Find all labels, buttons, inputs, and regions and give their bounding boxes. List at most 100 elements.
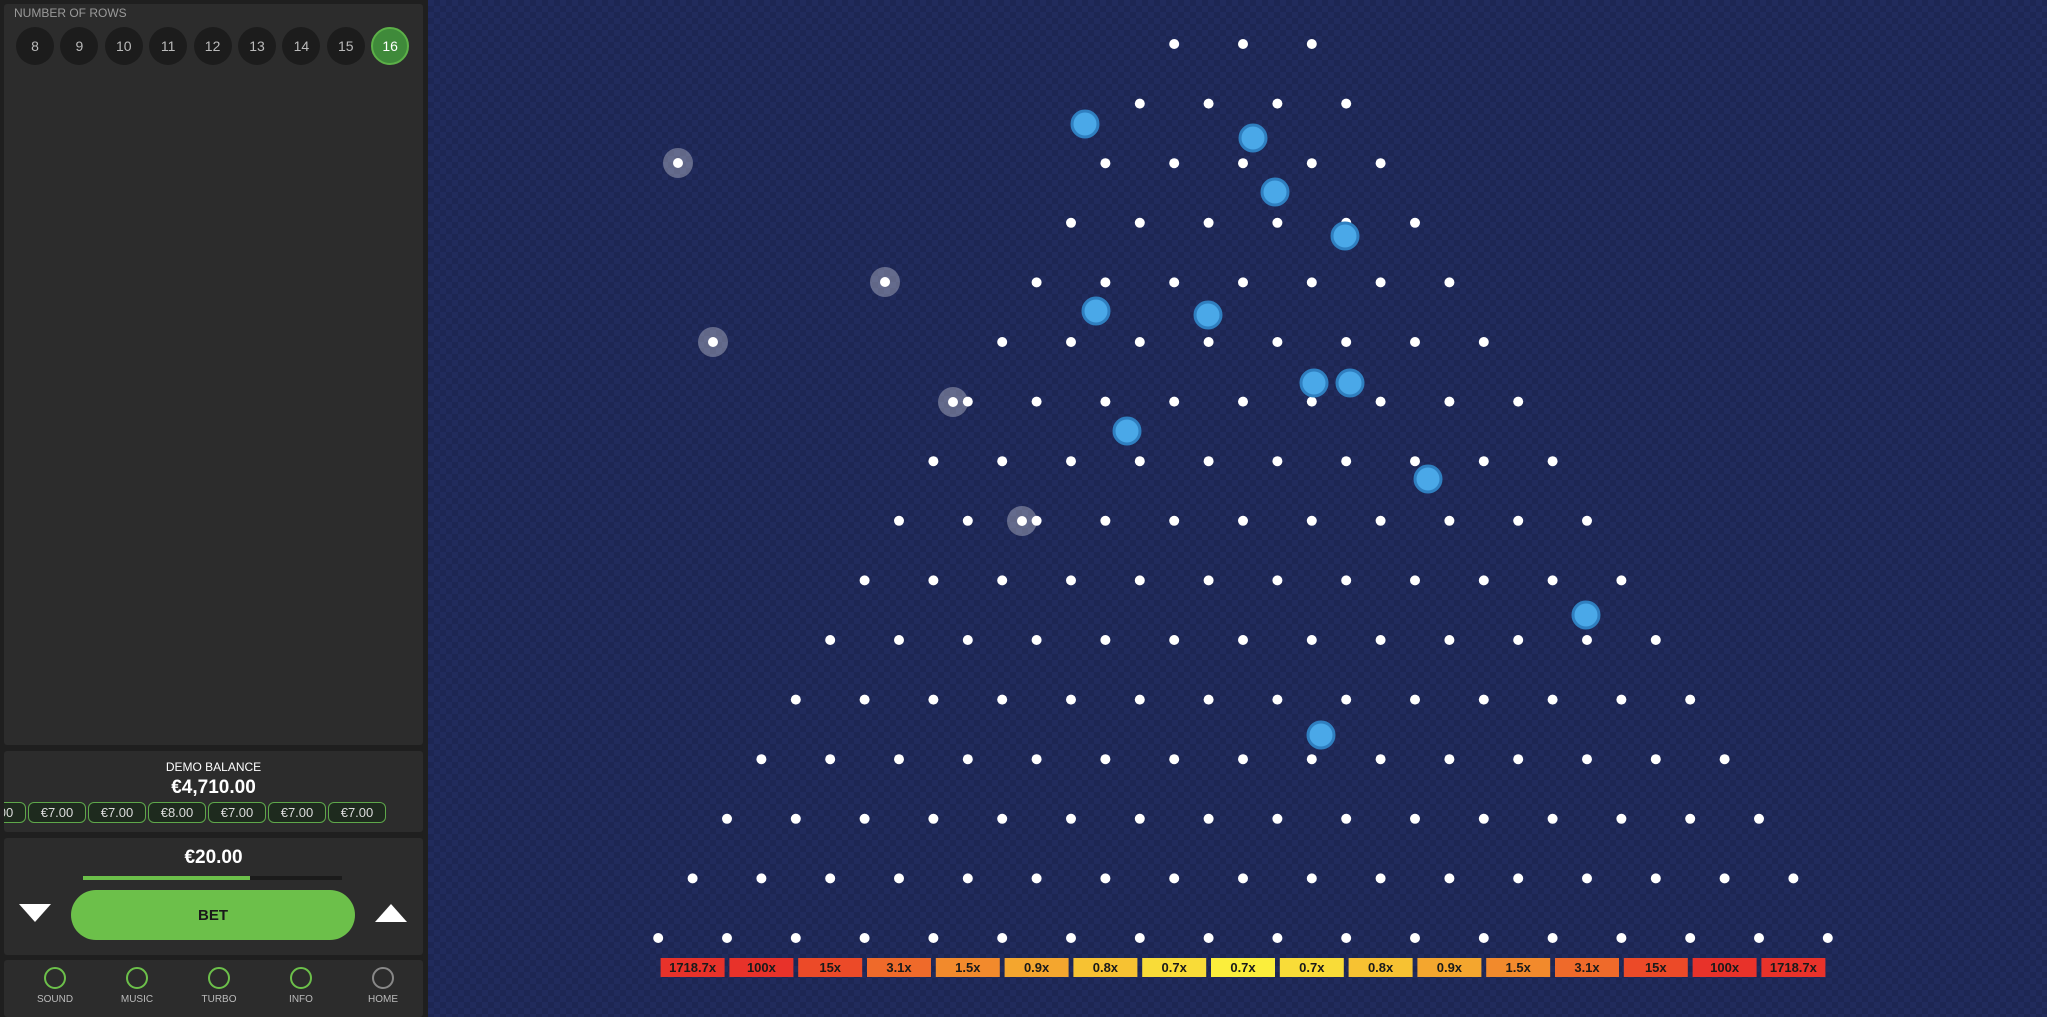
- multiplier-label: 0.9x: [1024, 960, 1050, 975]
- peg: [1478, 575, 1489, 586]
- peg: [1272, 813, 1283, 824]
- peg: [859, 694, 870, 705]
- footer-item[interactable]: TURBO: [184, 967, 254, 1005]
- footer-label: SOUND: [36, 994, 74, 1005]
- multiplier-label: 1718.7x: [1770, 960, 1818, 975]
- multiplier-label: 15x: [819, 960, 841, 975]
- peg: [825, 635, 836, 645]
- bet-chip: €7.00: [28, 802, 86, 823]
- peg: [1238, 515, 1248, 526]
- bet-chip: €7.00: [268, 802, 326, 823]
- peg: [1513, 873, 1524, 884]
- ball: [1571, 600, 1601, 630]
- row-option[interactable]: 11: [149, 27, 188, 65]
- peg: [825, 754, 836, 765]
- ball: [1413, 464, 1443, 494]
- footer-label: HOME: [368, 994, 398, 1005]
- footer-item[interactable]: SOUND: [20, 967, 90, 1005]
- multiplier-label: 15x: [1645, 960, 1667, 975]
- board-background: [428, 0, 2047, 1017]
- peg: [1685, 933, 1696, 943]
- peg: [1169, 635, 1180, 645]
- peg: [948, 397, 958, 407]
- control-panel: NUMBER OF ROWS DEMO BALANCE €4,710.00 €7…: [0, 0, 428, 1017]
- peg: [894, 635, 904, 645]
- increase-button[interactable]: [375, 904, 407, 922]
- peg: [1100, 635, 1111, 645]
- peg: [1203, 694, 1214, 705]
- multiplier-label: 3.1x: [1574, 960, 1600, 975]
- footer-label: INFO: [289, 994, 313, 1005]
- rows-panel: [4, 4, 423, 745]
- bet-button[interactable]: BET: [71, 890, 355, 940]
- peg: [1203, 813, 1214, 824]
- peg: [1169, 158, 1180, 169]
- peg: [1375, 754, 1386, 765]
- peg: [928, 933, 939, 943]
- multiplier-slot: [1417, 958, 1482, 977]
- peg: [1031, 635, 1042, 645]
- peg: [928, 813, 939, 824]
- peg: [1306, 39, 1317, 49]
- row-option[interactable]: 16: [371, 27, 410, 65]
- row-option[interactable]: 8: [16, 27, 54, 65]
- ball: [1238, 123, 1268, 153]
- peg: [756, 754, 767, 765]
- bet-slider[interactable]: [83, 876, 342, 880]
- peg: [1306, 754, 1317, 765]
- peg: [859, 933, 870, 943]
- peg: [1375, 277, 1386, 288]
- footer-item[interactable]: INFO: [266, 967, 336, 1005]
- peg: [1134, 575, 1145, 586]
- peg: [1513, 515, 1524, 526]
- peg: [1100, 873, 1111, 884]
- peg: [1272, 98, 1283, 109]
- footer-label: MUSIC: [120, 994, 154, 1005]
- peg: [997, 456, 1008, 467]
- peg: [1341, 98, 1352, 109]
- footer-icon: [44, 967, 66, 989]
- peg: [859, 813, 870, 824]
- peg: [1444, 635, 1455, 645]
- peg: [1203, 98, 1214, 109]
- multiplier-label: 0.8x: [1368, 960, 1394, 975]
- peg: [1134, 337, 1145, 347]
- row-option[interactable]: 9: [60, 27, 99, 65]
- multiplier-label: 1718.7x: [669, 960, 717, 975]
- peg: [1650, 635, 1661, 645]
- peg: [1100, 515, 1111, 526]
- multiplier-slot: [1623, 958, 1688, 977]
- peg: [1341, 694, 1352, 705]
- peg: [1238, 754, 1248, 765]
- row-option[interactable]: 15: [326, 27, 365, 65]
- peg: [1478, 933, 1489, 943]
- multiplier-slot: [935, 958, 1000, 977]
- peg: [1650, 754, 1661, 765]
- row-option[interactable]: 10: [104, 27, 143, 65]
- peg: [1341, 575, 1352, 586]
- peg: [1134, 456, 1145, 467]
- peg: [1410, 694, 1420, 705]
- peg: [722, 933, 732, 943]
- footer-label: TURBO: [201, 994, 237, 1005]
- footer-item[interactable]: HOME: [348, 967, 418, 1005]
- footer-icon: [208, 967, 230, 989]
- footer-item[interactable]: MUSIC: [102, 967, 172, 1005]
- peg: [997, 575, 1008, 586]
- row-option[interactable]: 13: [238, 27, 276, 65]
- peg: [1513, 754, 1524, 765]
- row-option[interactable]: 12: [193, 27, 232, 65]
- peg: [1238, 39, 1248, 49]
- row-option[interactable]: 14: [282, 27, 321, 65]
- multiplier-slot: [1211, 958, 1275, 977]
- peg: [1238, 635, 1248, 645]
- decrease-button[interactable]: [19, 904, 51, 922]
- peg: [1203, 456, 1214, 467]
- plinko-board: 1718.7x 100x 15x 3.1x 1.5x 0.9x 0.8x 0.7x 0.7x 0.…: [428, 0, 2047, 1017]
- bet-chip: €7.00: [4, 802, 26, 823]
- footer-icon: [290, 967, 312, 989]
- peg: [1582, 873, 1592, 884]
- peg: [1444, 277, 1455, 288]
- peg: [1066, 337, 1076, 347]
- ball: [1193, 300, 1223, 330]
